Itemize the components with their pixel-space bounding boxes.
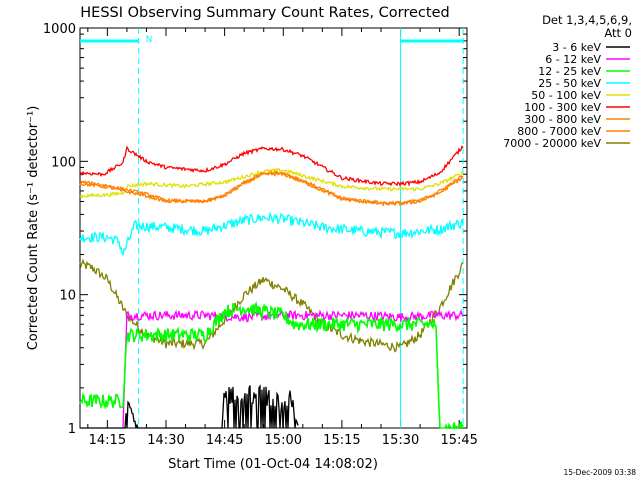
legend-label: 300 - 800 keV (524, 113, 601, 126)
x-tick-label: 14:45 (206, 433, 243, 448)
y-tick-label: 100 (51, 155, 76, 170)
x-tick-label: 15:45 (440, 433, 477, 448)
series-line (79, 301, 464, 431)
series-line (79, 171, 464, 207)
legend-label: 25 - 50 keV (538, 77, 601, 90)
legend-label: 3 - 6 keV (552, 41, 601, 54)
legend-label: 50 - 100 keV (531, 89, 601, 102)
legend-title-line-1: Det 1,3,4,5,6,9, (542, 13, 632, 27)
x-tick-label: 14:30 (147, 433, 184, 448)
x-tick-label: 14:15 (89, 433, 126, 448)
x-tick-label: 15:00 (265, 433, 302, 448)
chart-title: HESSI Observing Summary Count Rates, Cor… (80, 5, 449, 21)
night-label: N (146, 35, 153, 45)
legend-label: 6 - 12 keV (545, 53, 601, 66)
footer-date: 15-Dec-2009 03:38 (563, 468, 636, 477)
legend-label: 7000 - 20000 keV (503, 137, 601, 150)
series-line (122, 309, 464, 428)
legend-label: 100 - 300 keV (524, 101, 601, 114)
x-axis-label: Start Time (01-Oct-04 14:08:02) (168, 457, 378, 472)
plot-frame (79, 27, 468, 429)
series-line (79, 144, 464, 187)
x-tick-label: 15:30 (382, 433, 419, 448)
plot-area: 14:15 14:30 14:45 15:00 15:15 15:30 15:45 1 10 10… (43, 22, 478, 448)
series-line (79, 169, 464, 206)
y-tick-label: 1000 (43, 22, 76, 37)
y-tick-label: 1 (68, 422, 76, 437)
series-line (79, 258, 464, 353)
x-tick-label: 15:15 (323, 433, 360, 448)
y-tick-label: 10 (59, 289, 76, 304)
legend-label: 800 - 7000 keV (517, 125, 601, 138)
series-line (80, 384, 299, 429)
legend-title-line-2: Att 0 (604, 26, 632, 40)
legend-label: 12 - 25 keV (538, 65, 601, 78)
y-axis-label: Corrected Count Rate (s⁻¹ detector⁻¹) (26, 106, 41, 351)
y-axis-label-text: Corrected Count Rate (s⁻¹ detector⁻¹) (26, 106, 41, 351)
series-line (79, 167, 464, 199)
series-line (79, 211, 464, 257)
